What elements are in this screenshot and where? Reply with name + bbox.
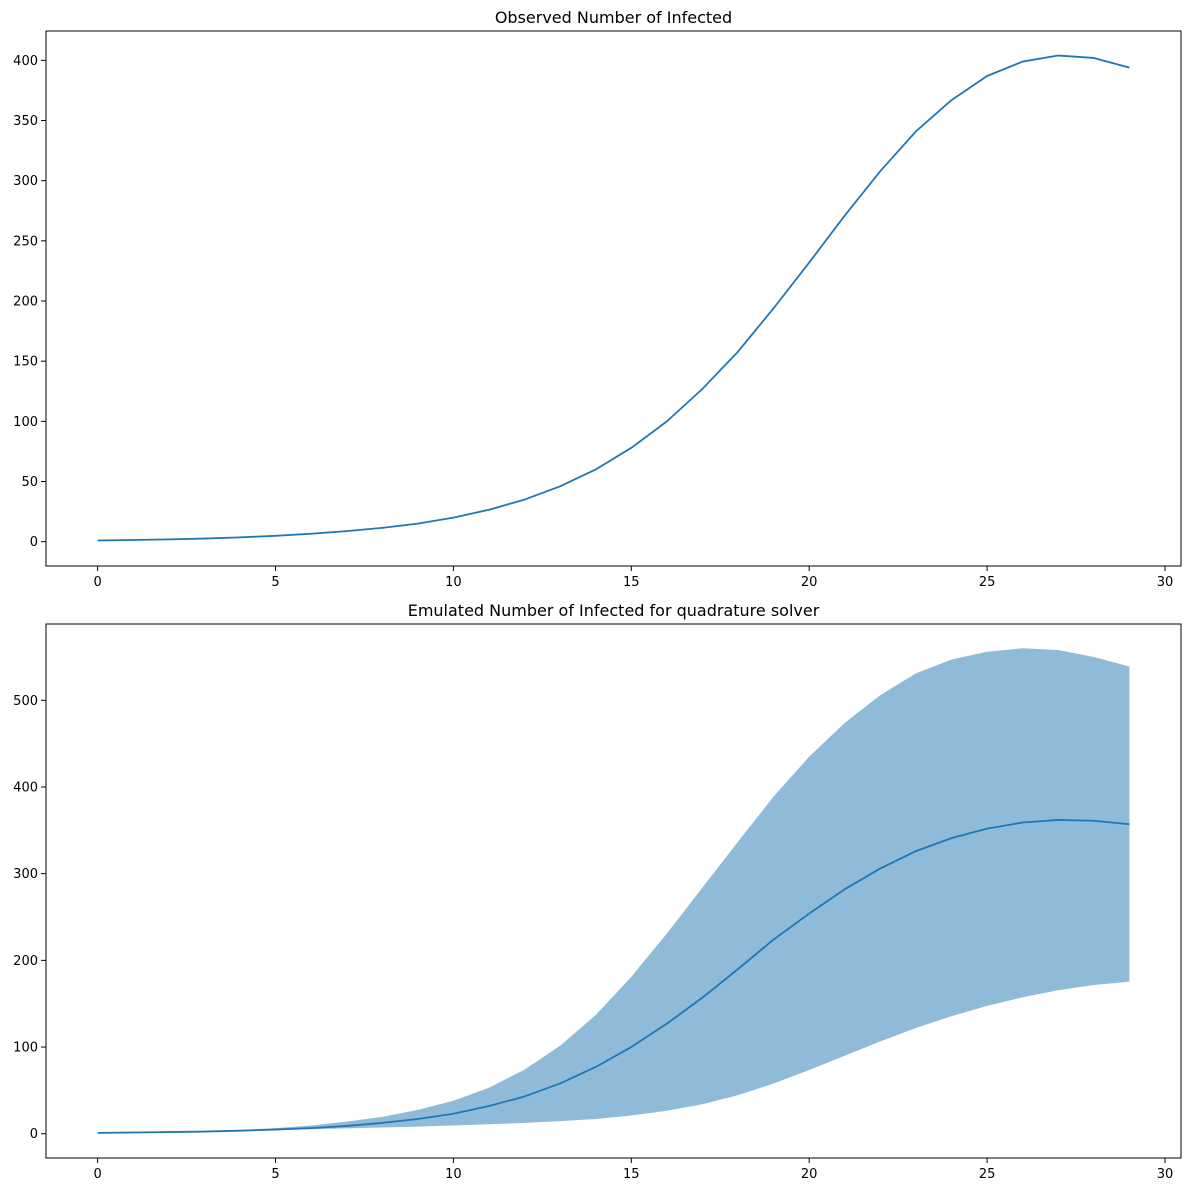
emulated-y-tick-label: 500: [13, 694, 38, 709]
emulated-x-tick-label: 15: [623, 1167, 640, 1182]
emulated-y-tick-label: 0: [30, 1127, 38, 1142]
observed-x-tick-label: 5: [271, 575, 279, 590]
emulated-x-tick-label: 10: [445, 1167, 462, 1182]
observed-y-tick-label: 150: [13, 355, 38, 370]
emulated-y-tick-label: 300: [13, 867, 38, 882]
observed-marks: [97, 54, 1130, 542]
emulated-plot-frame: [45, 623, 1182, 1159]
observed-x-tick-label: 30: [1157, 575, 1174, 590]
observed-x-tick-label: 20: [801, 575, 818, 590]
emulated-x-tick-label: 30: [1157, 1167, 1174, 1182]
observed-y-tick-label: 350: [13, 114, 38, 129]
observed-chart-title: Observed Number of Infected: [495, 8, 732, 27]
observed-y-tick-label: 50: [21, 475, 38, 490]
emulated-series-line-0: [97, 819, 1130, 1134]
observed-series-line-0: [97, 54, 1130, 542]
observed-y-tick-label: 100: [13, 415, 38, 430]
observed-y-tick-label: 250: [13, 234, 38, 249]
observed-x-tick-label: 25: [979, 575, 996, 590]
emulated-y-tick-label: 100: [13, 1041, 38, 1056]
emulated-x-tick-label: 0: [93, 1167, 101, 1182]
emulated-x-tick-label: 20: [801, 1167, 818, 1182]
observed-x-tick-label: 10: [445, 575, 462, 590]
observed-y-tick-label: 0: [30, 535, 38, 550]
observed-y-tick-label: 400: [13, 54, 38, 69]
emulated-uncertainty-band: [97, 648, 1130, 1133]
emulated-x-tick-label: 25: [979, 1167, 996, 1182]
emulated-y-tick-label: 200: [13, 954, 38, 969]
observed-y-tick-label: 200: [13, 295, 38, 310]
observed-infected-panel: Observed Number of Infected 0 5 10 15 20 25 30…: [13, 8, 1182, 590]
emulated-x-tick-label: 5: [271, 1167, 279, 1182]
observed-x-tick-label: 0: [93, 575, 101, 590]
emulated-marks: [97, 648, 1130, 1134]
emulated-chart-title: Emulated Number of Infected for quadratu…: [408, 601, 820, 620]
observed-plot-frame: [45, 30, 1182, 567]
emulated-infected-panel: Emulated Number of Infected for quadratu…: [13, 601, 1182, 1182]
emulated-y-tick-label: 400: [13, 780, 38, 795]
observed-y-tick-label: 300: [13, 174, 38, 189]
observed-x-tick-label: 15: [623, 575, 640, 590]
